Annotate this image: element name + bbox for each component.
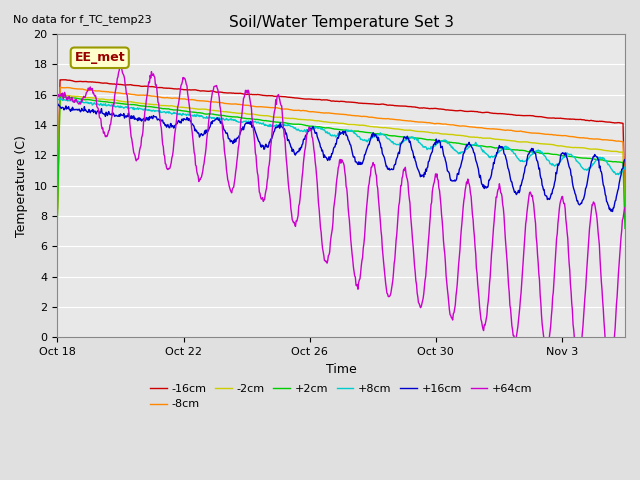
Y-axis label: Temperature (C): Temperature (C)	[15, 135, 28, 237]
-16cm	[513, 112, 520, 118]
+64cm	[513, 333, 520, 339]
-2cm	[513, 139, 520, 144]
+16cm	[609, 209, 616, 215]
Line: +2cm: +2cm	[58, 97, 625, 228]
+64cm	[188, 125, 195, 131]
+8cm	[375, 132, 383, 137]
Legend: -16cm, -8cm, -2cm, +2cm, +8cm, +16cm, +64cm: -16cm, -8cm, -2cm, +2cm, +8cm, +16cm, +6…	[146, 379, 537, 414]
+16cm	[512, 191, 520, 196]
-2cm	[54, 213, 61, 219]
+8cm	[512, 153, 520, 158]
-16cm	[260, 93, 268, 98]
-8cm	[376, 116, 383, 121]
+64cm	[607, 366, 614, 372]
+8cm	[260, 122, 268, 128]
+2cm	[58, 94, 66, 100]
Line: -2cm: -2cm	[58, 95, 625, 221]
+2cm	[513, 147, 520, 153]
+64cm	[54, 93, 61, 98]
-8cm	[621, 213, 629, 218]
+64cm	[74, 100, 82, 106]
-8cm	[260, 104, 268, 110]
-16cm	[54, 206, 61, 212]
-16cm	[621, 201, 629, 206]
+8cm	[74, 98, 82, 104]
Text: EE_met: EE_met	[74, 51, 125, 64]
Line: +64cm: +64cm	[58, 65, 625, 369]
+8cm	[291, 125, 298, 131]
Text: No data for f_TC_temp23: No data for f_TC_temp23	[13, 14, 152, 25]
+2cm	[260, 118, 268, 123]
+16cm	[621, 156, 629, 162]
+2cm	[54, 214, 61, 220]
+2cm	[376, 131, 383, 137]
+16cm	[260, 146, 268, 152]
X-axis label: Time: Time	[326, 363, 356, 376]
+8cm	[614, 172, 622, 178]
-8cm	[513, 129, 520, 134]
+8cm	[54, 96, 61, 101]
-16cm	[376, 101, 383, 107]
-2cm	[56, 92, 64, 97]
Line: -16cm: -16cm	[58, 80, 625, 209]
Line: -8cm: -8cm	[58, 87, 625, 216]
+16cm	[187, 118, 195, 124]
+64cm	[291, 222, 299, 228]
-8cm	[56, 84, 64, 90]
-16cm	[188, 87, 195, 93]
-8cm	[54, 209, 61, 215]
-2cm	[291, 116, 299, 121]
+16cm	[54, 101, 61, 107]
+8cm	[621, 164, 629, 170]
+64cm	[621, 204, 629, 210]
-2cm	[376, 124, 383, 130]
+2cm	[188, 109, 195, 115]
-16cm	[291, 95, 299, 101]
+16cm	[74, 107, 82, 113]
+2cm	[291, 121, 299, 127]
-2cm	[260, 113, 268, 119]
-2cm	[621, 218, 629, 224]
Line: +8cm: +8cm	[58, 98, 625, 175]
-16cm	[75, 79, 83, 84]
Line: +16cm: +16cm	[58, 104, 625, 212]
-2cm	[75, 94, 83, 99]
+2cm	[621, 226, 629, 231]
-2cm	[188, 106, 195, 111]
Title: Soil/Water Temperature Set 3: Soil/Water Temperature Set 3	[228, 15, 454, 30]
+16cm	[375, 137, 383, 143]
-8cm	[75, 86, 83, 92]
+64cm	[116, 62, 124, 68]
+2cm	[75, 96, 83, 101]
-8cm	[188, 96, 195, 102]
-16cm	[62, 77, 70, 83]
-8cm	[291, 108, 299, 113]
+16cm	[291, 150, 298, 156]
+64cm	[260, 197, 268, 203]
+64cm	[376, 209, 383, 215]
+8cm	[187, 112, 195, 118]
